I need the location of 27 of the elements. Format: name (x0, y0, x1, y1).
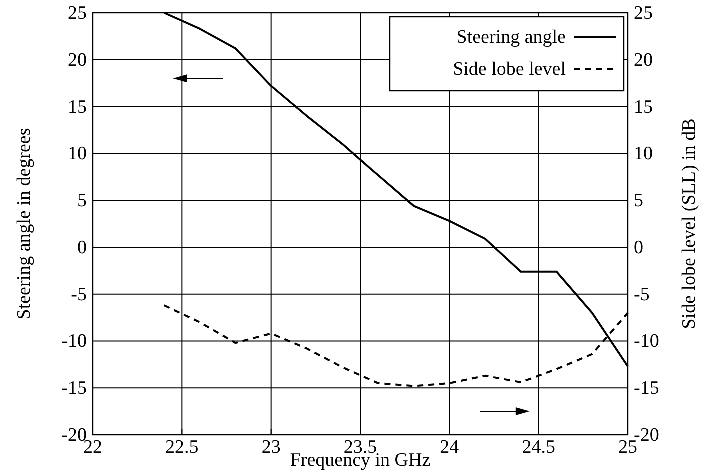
legend-label: Side lobe level (453, 59, 566, 80)
x-tick-label: 22.5 (166, 437, 199, 458)
y-tick-label: 10 (68, 144, 87, 165)
y2-tick-label: 5 (634, 190, 644, 212)
y-tick-label: -10 (62, 331, 87, 352)
y-tick-label: -20 (62, 425, 87, 446)
y2-tick-label: 0 (634, 237, 644, 258)
x-tick-label: 23 (262, 437, 281, 458)
x-tick-label: 24 (440, 437, 460, 458)
y-tick-label: 0 (78, 237, 87, 258)
y2-tick-label: 15 (634, 96, 653, 118)
y2-tick-label: 25 (634, 3, 653, 24)
y2-tick-label: 10 (634, 144, 653, 165)
y-tick-label: 5 (78, 190, 87, 212)
y2-tick-label: 20 (634, 50, 653, 71)
y-tick-label: -15 (62, 378, 87, 400)
y-tick-label: 20 (68, 50, 87, 71)
y2-axis-title: Side lobe level (SLL) in dB (679, 118, 700, 330)
legend-label: Steering angle (456, 27, 566, 48)
y-tick-label: -5 (71, 284, 87, 306)
y-tick-label: 15 (68, 96, 87, 118)
y-tick-label: 25 (68, 3, 87, 24)
y2-tick-label: -15 (634, 378, 660, 400)
y-axis-title: Steering angle in degrees (14, 128, 35, 320)
x-tick-label: 24.5 (522, 437, 556, 458)
y2-tick-label: -10 (634, 331, 660, 352)
y2-tick-label: -5 (634, 284, 650, 306)
